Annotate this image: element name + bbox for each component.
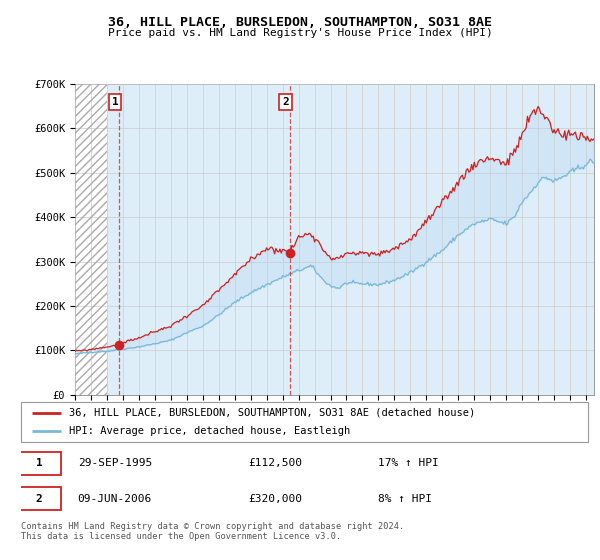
Text: £112,500: £112,500 xyxy=(248,458,302,468)
Text: 09-JUN-2006: 09-JUN-2006 xyxy=(78,494,152,504)
Text: 36, HILL PLACE, BURSLEDON, SOUTHAMPTON, SO31 8AE (detached house): 36, HILL PLACE, BURSLEDON, SOUTHAMPTON, … xyxy=(69,408,475,418)
FancyBboxPatch shape xyxy=(21,402,588,442)
Text: 1: 1 xyxy=(112,97,118,107)
Text: HPI: Average price, detached house, Eastleigh: HPI: Average price, detached house, East… xyxy=(69,426,350,436)
Text: 36, HILL PLACE, BURSLEDON, SOUTHAMPTON, SO31 8AE: 36, HILL PLACE, BURSLEDON, SOUTHAMPTON, … xyxy=(108,16,492,29)
Text: 2: 2 xyxy=(36,494,43,504)
Text: Price paid vs. HM Land Registry's House Price Index (HPI): Price paid vs. HM Land Registry's House … xyxy=(107,28,493,38)
Text: 2: 2 xyxy=(282,97,289,107)
Text: 8% ↑ HPI: 8% ↑ HPI xyxy=(378,494,432,504)
Text: 17% ↑ HPI: 17% ↑ HPI xyxy=(378,458,439,468)
FancyBboxPatch shape xyxy=(18,487,61,510)
Text: 29-SEP-1995: 29-SEP-1995 xyxy=(78,458,152,468)
Text: Contains HM Land Registry data © Crown copyright and database right 2024.
This d: Contains HM Land Registry data © Crown c… xyxy=(21,522,404,542)
FancyBboxPatch shape xyxy=(18,452,61,475)
Text: 1: 1 xyxy=(36,458,43,468)
Text: £320,000: £320,000 xyxy=(248,494,302,504)
